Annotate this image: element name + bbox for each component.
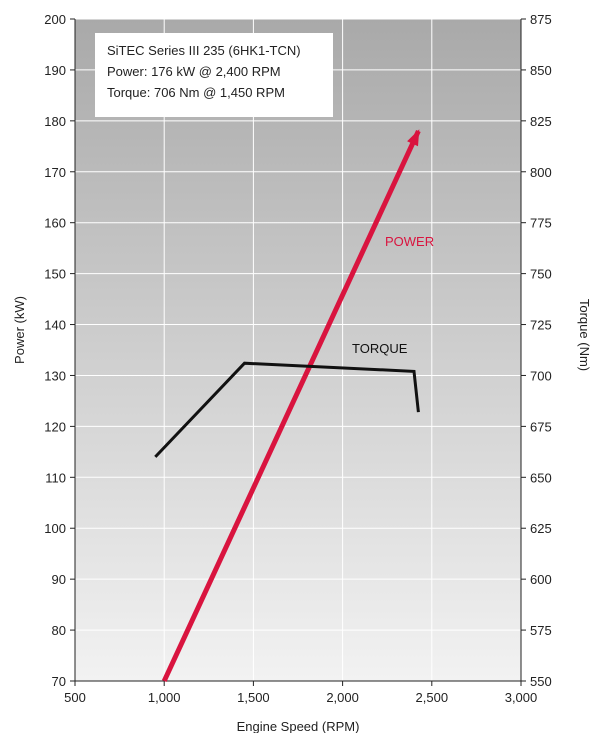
info-line-2: Power: 176 kW @ 2,400 RPM [107,64,281,79]
y-left-tick-label: 170 [44,165,66,180]
y-right-tick-label: 675 [530,419,552,434]
x-tick-label: 1,500 [237,690,270,705]
power-arrowhead [407,129,420,147]
x-tick-label: 3,000 [505,690,538,705]
y-right-tick-label: 800 [530,165,552,180]
x-tick-label: 2,000 [326,690,359,705]
x-tick-labels: 500 1,000 1,500 2,000 2,500 3,000 [64,681,537,705]
y-left-tick-label: 200 [44,12,66,27]
y-right-tick-label: 875 [530,12,552,27]
y-left-tick-label: 100 [44,521,66,536]
x-tick-label: 500 [64,690,86,705]
y-right-tick-label: 850 [530,63,552,78]
torque-series-label: TORQUE [352,341,408,356]
y-left-tick-label: 130 [44,368,66,383]
series-lines [154,129,421,683]
y-right-tick-label: 625 [530,521,552,536]
y-left-tick-label: 140 [44,318,66,333]
y-left-tick-label: 110 [45,470,66,485]
y-right-axis-title: Torque (Nm) [577,299,590,371]
y-left-tick-label: 150 [44,267,66,282]
y-left-tick-label: 120 [44,419,66,434]
y-right-tick-label: 725 [530,318,552,333]
y-left-tick-label: 70 [52,674,66,689]
axes [74,19,522,682]
info-line-1: SiTEC Series III 235 (6HK1-TCN) [107,43,301,58]
y-right-tick-label: 575 [530,623,552,638]
y-left-tick-label: 160 [44,216,66,231]
x-axis-title: Engine Speed (RPM) [237,719,360,733]
y-left-tick-labels: 70 80 90 100 110 120 130 140 150 160 170 180 190 200 [44,12,75,689]
torque-line [154,361,420,458]
y-left-tick-label: 90 [52,572,66,587]
info-line-3: Torque: 706 Nm @ 1,450 RPM [107,85,285,100]
y-right-tick-label: 825 [530,114,552,129]
y-left-tick-label: 180 [44,114,66,129]
y-right-tick-label: 650 [530,470,552,485]
x-tick-label: 2,500 [416,690,449,705]
power-series-label: POWER [385,234,434,249]
plot-area [75,19,521,681]
y-left-tick-label: 80 [52,623,66,638]
info-box-background [95,33,333,117]
y-right-tick-label: 750 [530,267,552,282]
y-right-tick-label: 775 [530,216,552,231]
x-tick-label: 1,000 [148,690,181,705]
y-right-tick-labels: 550 575 600 625 650 675 700 725 750 775 800 825 850 8… [521,12,552,689]
y-right-tick-label: 600 [530,572,552,587]
y-right-tick-label: 700 [530,368,552,383]
y-left-axis-title: Power (kW) [12,296,27,364]
y-right-tick-label: 550 [530,674,552,689]
info-box: SiTEC Series III 235 (6HK1-TCN) Power: 1… [95,33,333,117]
y-left-tick-label: 190 [44,63,66,78]
power-line [161,129,421,683]
